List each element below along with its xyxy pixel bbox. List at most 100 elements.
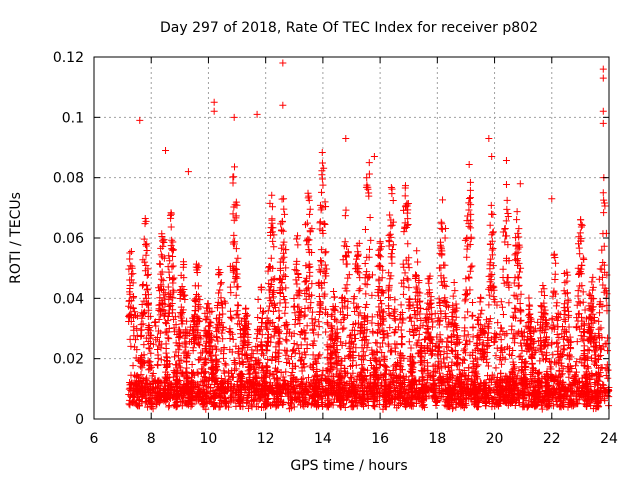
data-point <box>352 344 360 352</box>
data-point <box>497 298 505 306</box>
data-point <box>499 310 507 318</box>
data-point <box>175 333 183 341</box>
data-point <box>327 312 335 320</box>
data-point <box>604 374 612 382</box>
data-point <box>162 345 170 353</box>
data-point <box>312 371 320 379</box>
data-point <box>380 355 388 363</box>
data-point <box>274 339 282 347</box>
data-point <box>591 348 599 356</box>
data-point <box>413 247 421 255</box>
data-point <box>133 372 141 380</box>
data-point <box>314 331 322 339</box>
data-point <box>380 334 388 342</box>
data-point <box>341 238 349 246</box>
data-point <box>258 319 266 327</box>
data-point <box>604 334 612 342</box>
data-point <box>254 402 262 410</box>
data-point <box>364 339 372 347</box>
data-point <box>501 224 509 232</box>
data-point <box>268 216 276 224</box>
data-point <box>269 275 277 283</box>
data-point <box>268 356 276 364</box>
data-point <box>463 253 471 261</box>
data-point <box>157 356 165 364</box>
data-point <box>139 320 147 328</box>
data-point <box>487 375 495 383</box>
data-point <box>388 259 396 267</box>
data-point <box>604 347 612 355</box>
data-point <box>503 196 511 204</box>
data-point <box>202 316 210 324</box>
data-point <box>436 369 444 377</box>
data-point <box>282 368 290 376</box>
data-point <box>441 362 449 370</box>
data-point <box>303 341 311 349</box>
data-point <box>349 383 357 391</box>
data-point <box>341 403 349 411</box>
data-point <box>301 221 309 229</box>
data-point <box>282 336 290 344</box>
data-point <box>356 285 364 293</box>
data-point <box>258 341 266 349</box>
data-point <box>414 258 422 266</box>
data-point <box>231 366 239 374</box>
data-point <box>229 173 237 181</box>
data-point <box>234 302 242 310</box>
data-point <box>317 398 325 406</box>
data-point <box>296 350 304 358</box>
data-point <box>365 159 373 167</box>
data-point <box>308 382 316 390</box>
data-point <box>477 294 485 302</box>
data-point <box>268 228 276 236</box>
data-point <box>291 388 299 396</box>
data-point <box>283 337 291 345</box>
data-point <box>512 305 520 313</box>
data-point <box>228 315 236 323</box>
data-point <box>362 290 370 298</box>
data-point <box>477 310 485 318</box>
data-point <box>252 342 260 350</box>
data-point <box>195 384 203 392</box>
data-point <box>303 219 311 227</box>
data-point <box>466 178 474 186</box>
data-point <box>343 281 351 289</box>
data-point <box>387 250 395 258</box>
data-point <box>406 314 414 322</box>
data-point <box>316 219 324 227</box>
data-point <box>441 298 449 306</box>
data-point <box>404 240 412 248</box>
data-point <box>339 325 347 333</box>
data-point <box>437 243 445 251</box>
data-point <box>499 265 507 273</box>
data-point <box>181 296 189 304</box>
data-point <box>355 352 363 360</box>
data-point <box>221 360 229 368</box>
data-point <box>388 221 396 229</box>
data-point <box>412 399 420 407</box>
data-point <box>232 365 240 373</box>
data-point <box>463 245 471 253</box>
data-point <box>309 351 317 359</box>
data-point <box>212 356 220 364</box>
data-point <box>156 311 164 319</box>
data-point <box>125 391 133 399</box>
data-point <box>515 225 523 233</box>
data-point <box>397 301 405 309</box>
data-point <box>387 346 395 354</box>
data-point <box>337 338 345 346</box>
data-point <box>469 311 477 319</box>
data-point <box>462 290 470 298</box>
data-point <box>330 293 338 301</box>
data-point <box>551 358 559 366</box>
data-point <box>390 329 398 337</box>
data-point <box>265 262 273 270</box>
data-point <box>220 378 228 386</box>
data-point <box>191 282 199 290</box>
data-point <box>290 346 298 354</box>
data-point <box>126 255 134 263</box>
data-point <box>386 379 394 387</box>
data-point <box>517 290 525 298</box>
data-point <box>142 251 150 259</box>
data-point <box>306 268 314 276</box>
